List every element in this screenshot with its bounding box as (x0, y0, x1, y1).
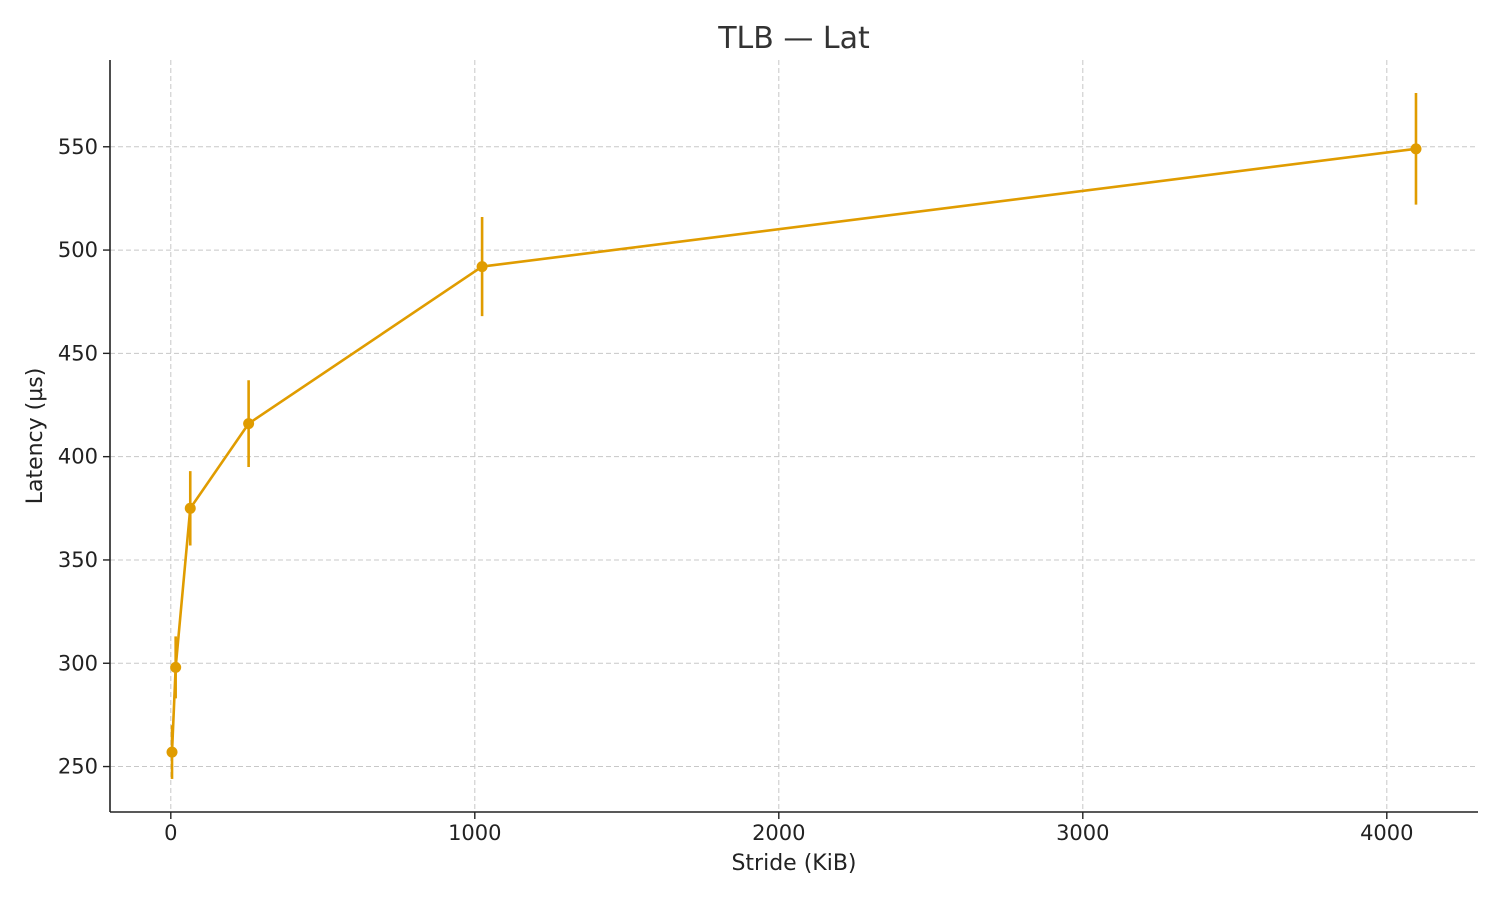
x-tick-label: 3000 (1056, 821, 1109, 845)
y-tick-label: 300 (58, 651, 98, 675)
series-line (170, 147, 1417, 753)
y-tick-label: 450 (58, 341, 98, 365)
axes (109, 60, 1478, 813)
data-point (476, 261, 488, 273)
y-tick-label: 550 (58, 135, 98, 159)
data-point (1410, 143, 1422, 155)
y-tick-label: 500 (58, 238, 98, 262)
data-point (166, 746, 178, 758)
x-tick-label: 2000 (752, 821, 805, 845)
chart-title: TLB — Lat (717, 21, 870, 56)
data-point (243, 418, 255, 430)
data-point (184, 502, 196, 514)
data-point (170, 661, 182, 673)
ticks: 0 1000 2000 3000 4000 250 300 350 400 450 500 550 (58, 135, 1414, 845)
series (166, 93, 1422, 779)
grid (110, 60, 1478, 812)
x-tick-label: 4000 (1360, 821, 1413, 845)
y-axis-label: Latency (µs) (23, 368, 48, 505)
x-tick-label: 0 (164, 821, 177, 845)
y-tick-label: 350 (58, 548, 98, 572)
y-tick-label: 400 (58, 445, 98, 469)
x-tick-label: 1000 (448, 821, 501, 845)
y-tick-label: 250 (58, 755, 98, 779)
x-axis-label: Stride (KiB) (731, 851, 856, 876)
